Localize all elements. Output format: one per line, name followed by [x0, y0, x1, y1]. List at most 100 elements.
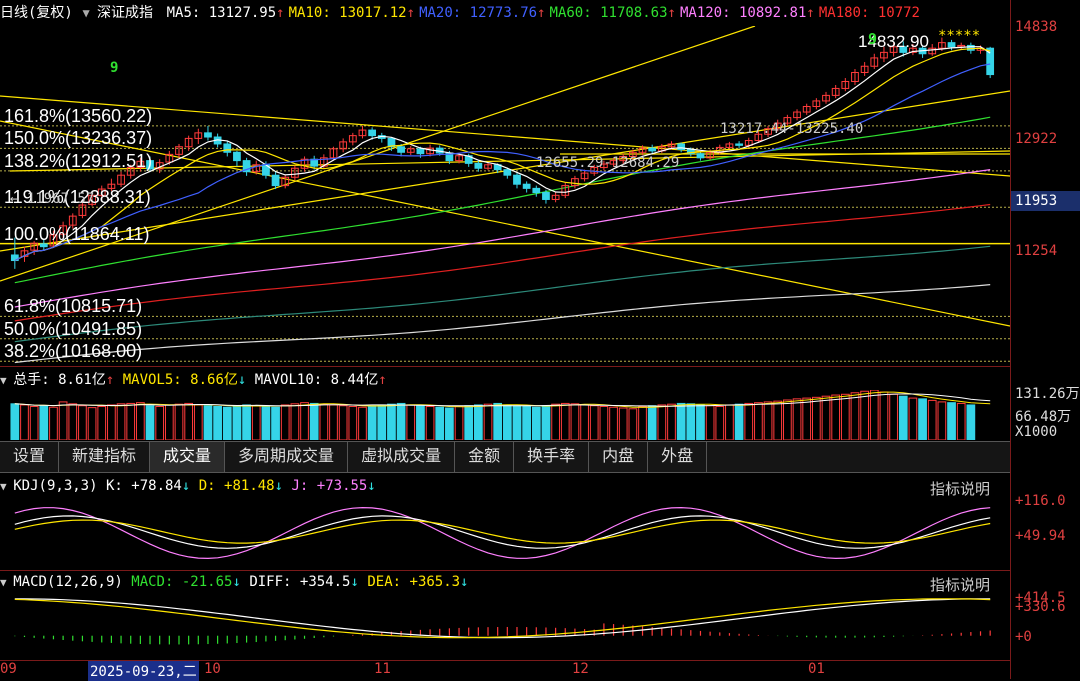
volume-bar — [773, 400, 783, 440]
stars-annotation: ***** — [938, 28, 981, 44]
kdj-d-value: +81.48 — [224, 478, 275, 494]
volume-bar — [242, 404, 251, 440]
arrow-up-icon: ↑ — [806, 5, 815, 21]
ma-item: MA60: 11708.63 — [549, 5, 668, 21]
kdj-help-button[interactable]: 指标说明 — [930, 481, 991, 498]
volume-bar — [869, 390, 879, 440]
volume-bar — [87, 407, 97, 440]
candle-body — [194, 132, 203, 139]
tab-5[interactable]: 金额 — [455, 442, 515, 472]
mavol5-value: 8.66亿 — [190, 372, 238, 388]
mavol5-label: MAVOL5: — [122, 372, 182, 388]
divider — [0, 570, 1010, 571]
kdj-axis-mid: +49.94 — [1015, 528, 1066, 544]
candle-body — [397, 146, 405, 153]
kdj-k-label: K: — [105, 478, 123, 494]
time-axis: 09 2025-09-23,二 10 11 12 01 — [0, 661, 1010, 681]
volume-bar — [850, 392, 860, 440]
candle-body — [754, 133, 763, 141]
tab-6[interactable]: 换手率 — [514, 442, 590, 472]
candle-body — [986, 47, 995, 76]
tab-8[interactable]: 外盘 — [648, 442, 708, 472]
ma60-line — [14, 116, 991, 284]
fib-label: 100.0%(11864.11) — [4, 223, 150, 244]
candle-body — [126, 167, 135, 176]
volume-bar — [705, 405, 715, 440]
volume-bar — [821, 395, 831, 440]
volume-bar — [840, 393, 850, 440]
kdj-j-label: J: — [291, 478, 309, 494]
trend-line — [0, 26, 756, 282]
volume-bar — [416, 405, 425, 440]
collapse-icon[interactable]: ▼ — [0, 576, 14, 589]
candle-body — [455, 155, 463, 162]
macd-chart[interactable] — [0, 592, 1010, 660]
candle-body — [532, 187, 541, 194]
x-tick: 11 — [374, 661, 391, 677]
candle-body — [860, 65, 869, 73]
price-axis: 14838 12922 11953 11254 131.26万 66.48万 X… — [1010, 0, 1080, 679]
volume-bar — [425, 405, 435, 440]
collapse-icon[interactable]: ▼ — [0, 480, 14, 493]
volume-bar — [725, 404, 734, 440]
volume-bar — [589, 405, 599, 440]
fib-label: 50.0%(10491.85) — [4, 318, 143, 339]
candle-body — [406, 148, 415, 153]
volume-bar — [145, 405, 155, 440]
volume-bar — [493, 402, 503, 440]
candle-body — [609, 160, 618, 165]
candle-body — [223, 143, 232, 153]
volume-bar — [387, 403, 396, 440]
fib-label: 138.2%(12912.51) — [4, 150, 153, 171]
volume-bar — [213, 405, 222, 440]
tab-1[interactable]: 新建指标 — [59, 442, 151, 472]
volume-bar — [638, 405, 647, 440]
tab-3[interactable]: 多周期成交量 — [225, 442, 349, 472]
tab-7[interactable]: 内盘 — [589, 442, 649, 472]
kdj-j-value: +73.55 — [316, 478, 368, 494]
volume-bar — [78, 405, 87, 440]
volume-bar — [473, 404, 483, 440]
x-tick: 12 — [572, 661, 589, 677]
volume-bar — [889, 393, 898, 440]
volume-bar — [918, 398, 927, 440]
candle-body — [339, 141, 348, 150]
candle-body — [600, 163, 608, 169]
ma-red-line — [14, 203, 991, 322]
tab-2[interactable]: 成交量 — [150, 442, 226, 472]
volume-bar — [599, 405, 609, 440]
volume-bar — [947, 402, 956, 440]
volume-bar — [715, 405, 725, 440]
ma-item: MA120: 10892.81 — [679, 5, 807, 21]
kdj-chart[interactable] — [0, 496, 1010, 570]
volume-axis-mid: 66.48万 — [1015, 409, 1072, 425]
arrow-up-icon: ↑ — [537, 5, 546, 21]
macd-label: MACD(12,26,9) — [13, 574, 123, 590]
volume-bar — [20, 404, 29, 440]
candle-body — [68, 215, 77, 226]
volume-bar — [58, 401, 68, 440]
volume-value: 8.61亿 — [58, 372, 106, 388]
volume-bar — [406, 404, 416, 440]
volume-chart[interactable] — [0, 390, 1010, 440]
indicator-tabs: 设置 新建指标 成交量 多周期成交量 虚拟成交量 金额 换手率 内盘 外盘 — [0, 441, 1010, 473]
candlestick-chart[interactable] — [0, 26, 1010, 366]
candle-body — [184, 137, 193, 148]
fib-label: 61.8%(10815.71) — [4, 296, 143, 317]
ma-item: MA180: 10772 — [818, 5, 920, 21]
tab-0[interactable]: 设置 — [0, 442, 60, 472]
volume-bar — [898, 395, 908, 440]
arrow-up-icon: ↑ — [378, 372, 387, 388]
dropdown-icon[interactable]: ▼ — [82, 6, 97, 20]
volume-bar — [261, 405, 271, 440]
collapse-icon[interactable]: ▼ — [0, 374, 14, 387]
candle-body — [551, 194, 560, 200]
fib-label: 38.2%(10168.00) — [4, 341, 143, 362]
period-label[interactable]: 日线(复权) — [0, 5, 73, 21]
macd-help-button[interactable]: 指标说明 — [930, 577, 991, 594]
tab-4[interactable]: 虚拟成交量 — [348, 442, 456, 472]
volume-bar — [628, 408, 638, 440]
divider — [0, 660, 1010, 661]
volume-axis-top: 131.26万 — [1015, 386, 1080, 402]
candle-body — [233, 151, 241, 162]
